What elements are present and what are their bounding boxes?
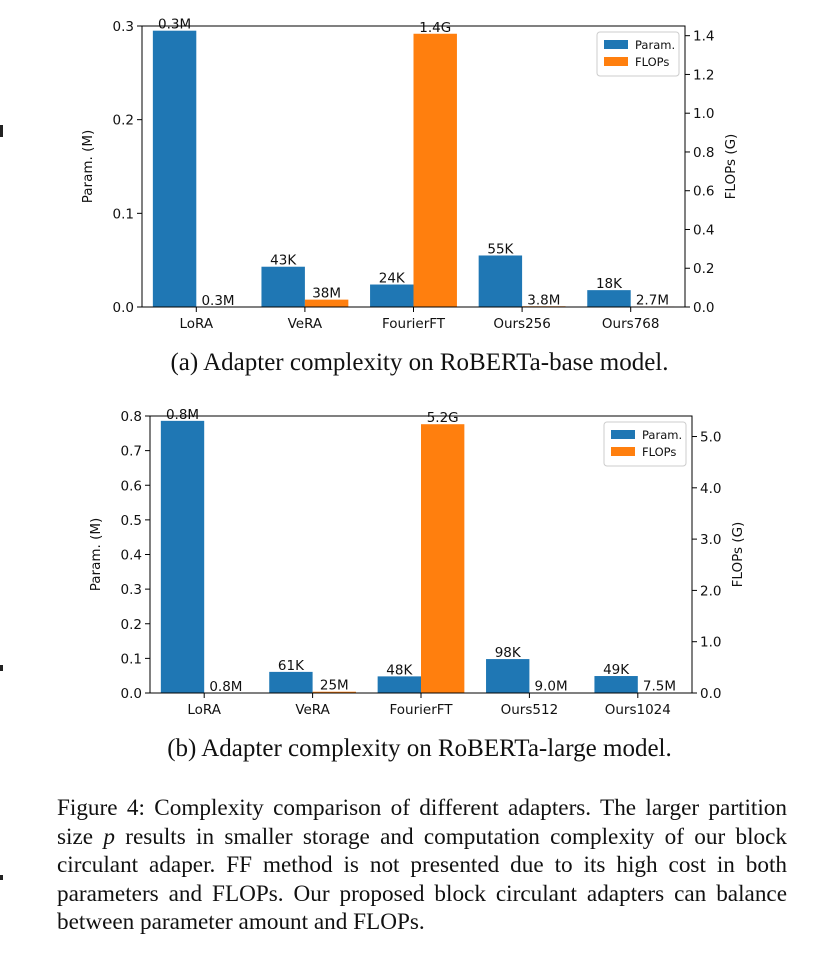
y-tick-label: 0.8 xyxy=(121,409,142,425)
data-label: 0.8M xyxy=(209,679,242,695)
margin-mark xyxy=(0,665,3,671)
bar-flops-vera xyxy=(304,299,349,307)
data-label: 3.8M xyxy=(527,292,560,308)
margin-mark xyxy=(0,125,3,137)
legend-swatch-param xyxy=(604,40,628,49)
data-label: 43K xyxy=(270,253,297,269)
y2-tick-label: 1.4 xyxy=(693,29,714,45)
y2-tick-label: 0.6 xyxy=(693,184,714,200)
data-label: 5.2G xyxy=(427,410,459,426)
y2-tick-label: 2.0 xyxy=(700,583,721,599)
data-label: 25M xyxy=(320,678,349,694)
chart-roberta-large: 0.8M 61K 48K 98K 49K 0.8M 25M 5.2G 9.0M 7.5M 0.0 0.… xyxy=(88,408,746,718)
data-label: 18K xyxy=(596,276,623,292)
x-tick-label-fourierft: FourierFT xyxy=(389,702,453,718)
y2-tick-label: 0.0 xyxy=(700,686,721,702)
figure-caption-variable: p xyxy=(103,823,115,850)
legend-entry: FLOPs xyxy=(635,55,669,69)
y-tick-label: 0.0 xyxy=(113,300,134,316)
y2-tick-label: 3.0 xyxy=(700,532,721,548)
bar-param-ours512 xyxy=(486,659,530,693)
y2-tick-label: 0.4 xyxy=(693,222,714,238)
y2-tick-label: 1.0 xyxy=(693,106,714,122)
bar-flops-fourierft xyxy=(421,424,465,693)
bar-param-ours1024 xyxy=(594,676,638,693)
x-tick-label-vera: VeRA xyxy=(288,316,323,328)
data-label: 55K xyxy=(487,241,514,257)
bar-param-lora xyxy=(160,420,205,693)
legend-entry: FLOPs xyxy=(642,445,676,459)
y-tick-label: 0.4 xyxy=(121,548,142,564)
bar-param-ours256 xyxy=(478,255,523,307)
x-tick-label-ours768: Ours768 xyxy=(602,316,660,328)
y2-axis-label: FLOPs (G) xyxy=(730,522,746,588)
bar-param-fourierft xyxy=(370,284,414,307)
bar-param-lora xyxy=(152,30,197,307)
legend-swatch-flops xyxy=(611,447,635,456)
subcaption-a: (a) Adapter complexity on RoBERTa-base m… xyxy=(170,349,669,376)
bar-param-fourierft xyxy=(377,676,421,693)
y-tick-label: 0.1 xyxy=(121,651,142,667)
figure-caption-text-1: Figure 4: Complexity comparison of diffe… xyxy=(57,795,787,850)
y-tick-label: 0.5 xyxy=(121,513,142,529)
bar-param-vera xyxy=(269,671,313,693)
y-tick-label: 0.3 xyxy=(113,19,134,35)
data-label: 0.8M xyxy=(166,408,199,423)
y-axis-label: Param. (M) xyxy=(88,518,104,592)
data-label: 1.4G xyxy=(419,20,451,36)
data-label: 49K xyxy=(603,662,630,678)
bar-param-ours768 xyxy=(587,290,631,307)
x-tick-label-ours1024: Ours1024 xyxy=(605,702,671,718)
y-tick-label: 0.2 xyxy=(121,617,142,633)
x-tick-label-fourierft: FourierFT xyxy=(382,316,446,328)
x-tick-label-ours512: Ours512 xyxy=(501,702,559,718)
x-tick-label-vera: VeRA xyxy=(295,702,330,718)
y2-tick-label: 1.0 xyxy=(700,635,721,651)
chart-roberta-base: 0.3M 43K 24K 55K 18K 0.3M 38M 1.4G 3.8M 2.7M 0.0 0.… xyxy=(80,18,739,328)
x-tick-label-lora: LoRA xyxy=(179,316,213,328)
y2-axis-label: FLOPs (G) xyxy=(723,134,739,200)
data-label: 48K xyxy=(386,662,413,678)
legend-swatch-flops xyxy=(604,57,628,66)
margin-mark xyxy=(0,875,3,880)
data-label: 61K xyxy=(278,658,305,674)
data-label: 7.5M xyxy=(643,679,676,695)
y-tick-label: 0.2 xyxy=(113,113,134,129)
data-label: 0.3M xyxy=(201,293,234,309)
legend-entry: Param. xyxy=(635,38,675,52)
y-tick-label: 0.0 xyxy=(121,686,142,702)
y-axis-label: Param. (M) xyxy=(80,130,96,204)
y-tick-label: 0.3 xyxy=(121,582,142,598)
bar-param-vera xyxy=(261,266,305,307)
y2-tick-label: 1.2 xyxy=(693,67,714,83)
bar-flops-vera xyxy=(312,691,356,693)
figure-caption-text-2: results in smaller storage and computati… xyxy=(57,823,787,936)
data-label: 2.7M xyxy=(636,292,669,308)
data-label: 98K xyxy=(495,645,522,661)
bar-flops-fourierft xyxy=(413,33,457,308)
y-tick-label: 0.6 xyxy=(121,478,142,494)
y2-tick-label: 0.2 xyxy=(693,261,714,277)
y-tick-label: 0.7 xyxy=(121,444,142,460)
y2-tick-label: 0.0 xyxy=(693,300,714,316)
data-label: 38M xyxy=(312,286,341,302)
y2-tick-label: 4.0 xyxy=(700,481,721,497)
y-tick-label: 0.1 xyxy=(113,206,134,222)
subcaption-b: (b) Adapter complexity on RoBERTa-large … xyxy=(167,735,672,762)
data-label: 9.0M xyxy=(535,679,568,695)
y2-tick-label: 5.0 xyxy=(700,430,721,446)
legend-entry: Param. xyxy=(642,428,682,442)
figure-caption: Figure 4: Complexity comparison of diffe… xyxy=(57,794,787,937)
y2-tick-label: 0.8 xyxy=(693,145,714,161)
data-label: 24K xyxy=(379,271,406,287)
data-label: 0.3M xyxy=(158,18,191,33)
legend-swatch-param xyxy=(611,430,635,439)
x-tick-label-ours256: Ours256 xyxy=(493,316,551,328)
x-tick-label-lora: LoRA xyxy=(187,702,221,718)
